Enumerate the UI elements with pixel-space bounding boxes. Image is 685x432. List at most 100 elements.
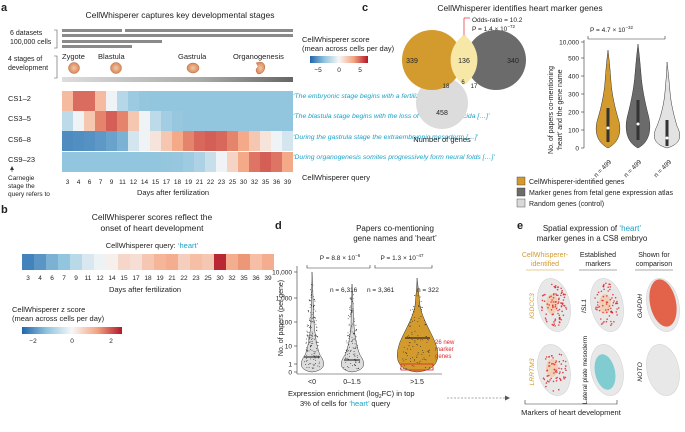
d-jitter-dots [304, 284, 434, 371]
d-jitter-dot [312, 312, 314, 314]
d-jitter-dot [354, 353, 356, 355]
e-expression-dot [554, 361, 557, 364]
heatmap-b-xtick: 11 [85, 275, 92, 282]
d-jitter-dot [352, 347, 354, 349]
e-expression-dot [562, 302, 564, 305]
e-expression-dot [544, 293, 546, 296]
d-xlabel-1: Expression enrichment (log2FC) in top [288, 389, 415, 400]
d-jitter-dot [410, 319, 412, 321]
heatmap-b-xtick: 25 [204, 275, 212, 282]
heatmap-a-cell [62, 91, 73, 111]
d-jitter-dot [310, 296, 312, 298]
e-expression-dot [552, 293, 555, 296]
violin-d-high [397, 277, 438, 373]
panel-d-title-2: gene names and ‘heart’ [353, 234, 437, 243]
heatmap-b-cell [34, 254, 46, 270]
e-expression-dot [615, 311, 618, 313]
violin-c-yticks: 0 100 200 300 400 500 10,000 [559, 40, 584, 153]
d-jitter-dot [355, 330, 357, 332]
e-expression-dot [545, 385, 547, 388]
heatmap-a-cell [194, 152, 205, 172]
e-expression-dot [546, 370, 548, 372]
e-expression-dot [558, 298, 560, 301]
heatmap-a-cell [106, 131, 117, 151]
heatmap-a-cell [227, 91, 238, 111]
heatmap-a-cell [172, 152, 183, 172]
e-expression-dot [616, 300, 618, 303]
e-expression-dot [555, 369, 557, 372]
row-label-cs6-8: CS6–8 [8, 135, 31, 144]
d-jitter-dot [419, 296, 421, 298]
query-4: ‘During organogenesis somites progressiv… [293, 154, 495, 161]
panel-b-title-2: onset of heart development [100, 223, 204, 233]
e-expression-dot [609, 298, 612, 301]
e-expression-dot [605, 309, 607, 311]
heatmap-a-cell [106, 91, 117, 111]
e-expression-dot [598, 309, 601, 312]
panel-d: Papers co-mentioning gene names and ‘hea… [272, 224, 510, 408]
e-expression-dot [553, 368, 556, 371]
d-jitter-dot [313, 306, 314, 308]
row-label-cs1-2: CS1–2 [8, 94, 31, 103]
violin-p-bracket [587, 36, 666, 40]
query-1: ‘The embryonic stage begins with a ferti… [293, 93, 463, 100]
e-expression-dot [557, 301, 560, 303]
d-jitter-dot [314, 352, 316, 354]
e-expression-dot [565, 365, 567, 367]
d-jitter-dot [348, 367, 350, 369]
heatmap-a-cell [282, 152, 293, 172]
d-jitter-dot [416, 344, 418, 346]
e-expression-dot [553, 323, 555, 325]
e-expression-dot [565, 306, 567, 309]
d-jitter-dot [351, 300, 353, 302]
d-jitter-dot [318, 363, 320, 365]
d-ytick: 100 [281, 320, 292, 327]
stage-zygote: Zygote [62, 52, 85, 61]
d-jitter-dot [313, 351, 315, 352]
e-expression-dot [550, 377, 552, 380]
d-jitter-dot [352, 303, 354, 305]
d-jitter-dot [344, 352, 346, 353]
d-jitter-dot [313, 298, 315, 300]
d-xtick-mid: 0–1.5 [343, 379, 361, 386]
heatmap-a-cell [249, 152, 260, 172]
e-expression-dot [551, 363, 553, 365]
heatmap-b-cell [22, 254, 34, 270]
d-jitter-dot [355, 362, 357, 364]
heatmap-a-cell [172, 91, 183, 111]
d-jitter-dot [349, 308, 351, 310]
d-jitter-dot [354, 333, 355, 335]
heatmap-b-cell [106, 254, 118, 270]
e-expression-dot [554, 301, 557, 303]
e-expression-dot [606, 311, 608, 314]
heatmap-b-xtick: 17 [132, 275, 140, 282]
heatmap-b-cell [130, 254, 142, 270]
heatmap-a-cell [117, 91, 128, 111]
e-expression-dot [553, 285, 556, 288]
venn-cw-only: 339 [406, 58, 418, 65]
stages-label-2: development [8, 65, 48, 72]
heatmap-a-cell [62, 131, 73, 151]
d-jitter-dot [352, 332, 354, 334]
heatmap-b-cell [178, 254, 190, 270]
e-expression-dot [564, 367, 566, 370]
violin-c-shapes [595, 43, 680, 149]
d-p-value-1: P = 8.8 × 10−6 [320, 253, 361, 262]
heatmap-a-cell [161, 91, 172, 111]
heatmap-a-cell [139, 111, 150, 131]
violin-d-low [301, 271, 324, 373]
e-expression-dot [550, 301, 552, 303]
d-jitter-dot [308, 336, 310, 338]
panel-c: CellWhisperer identifies heart marker ge… [402, 3, 680, 208]
e-expression-dot [550, 295, 552, 298]
d-jitter-dot [414, 360, 416, 362]
d-jitter-dot [310, 358, 312, 360]
lpm-expression [594, 354, 616, 390]
d-jitter-dot [345, 361, 347, 363]
d-jitter-dot [428, 352, 430, 353]
e-expression-dot [554, 319, 556, 322]
heatmap-b-cell [202, 254, 214, 270]
d-jitter-dot [313, 320, 315, 322]
d-jitter-dot [416, 355, 418, 357]
d-jitter-dot [402, 358, 404, 360]
